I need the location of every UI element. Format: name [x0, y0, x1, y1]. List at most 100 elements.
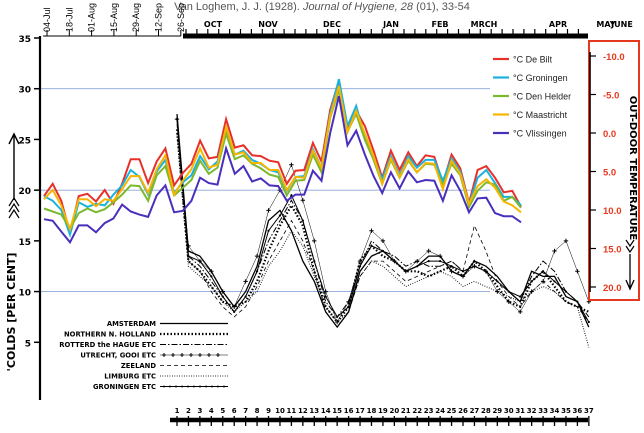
bottom-tick-label: 37 — [584, 407, 594, 415]
bottom-tick-label: 2 — [186, 407, 191, 415]
plus-marker — [198, 353, 202, 357]
chevrons-icon — [8, 196, 20, 219]
month-label: NOV — [258, 20, 278, 29]
gridlines — [40, 88, 490, 293]
bottom-tick-label: 28 — [481, 407, 491, 415]
dot-marker — [187, 254, 190, 258]
temperature-axis-title: OUT-DOOR TEMPERATURE — [627, 96, 638, 241]
up-arrow-icon — [8, 132, 20, 200]
bottom-tick-label: 5 — [220, 407, 225, 415]
top-tick-label: 01-Aug — [87, 3, 97, 32]
dot-marker — [439, 260, 442, 263]
top-tick-label: 26-Sep — [176, 3, 186, 32]
bottom-tick-label: 29 — [492, 407, 502, 415]
dot-marker — [416, 265, 419, 268]
dot-marker — [255, 270, 259, 273]
bottom-tick-label: 30 — [504, 407, 514, 415]
dot-marker — [301, 219, 304, 222]
bottom-tick-label: 13 — [309, 407, 319, 415]
dot-marker — [587, 320, 590, 324]
plus-marker — [506, 299, 511, 304]
top-tick-label: 12-Sep — [154, 3, 164, 32]
month-label: JAN — [382, 20, 399, 29]
dot-marker — [217, 385, 219, 388]
plus-marker — [243, 279, 248, 284]
temperature-axis-box — [588, 40, 640, 301]
dot-marker — [233, 310, 236, 313]
left-axis-title: 'COLDS [PER CENT] — [5, 253, 18, 372]
dot-marker — [198, 260, 201, 263]
dot-marker — [175, 118, 179, 121]
temperature-line-3 — [43, 85, 522, 233]
dot-marker — [381, 249, 385, 253]
dot-marker — [370, 244, 373, 248]
top-tick-label: 29-Aug — [131, 3, 141, 32]
colds-legend-label: UTRECHT, GOOI ETC — [80, 352, 156, 360]
plus-marker — [162, 353, 166, 357]
dot-marker — [564, 290, 568, 293]
bottom-tick-label: 35 — [561, 407, 571, 415]
plus-marker — [312, 238, 317, 244]
bottom-tick-label: 18 — [367, 407, 377, 415]
left-tick-label: 30 — [18, 86, 31, 96]
plus-marker — [216, 353, 220, 357]
dot-marker — [484, 270, 487, 273]
colds-legend-label: NORTHERN N. HOLLAND — [64, 331, 156, 339]
month-label: MAY — [596, 20, 615, 29]
colds-legend-label: AMSTERDAM — [107, 320, 156, 328]
dot-marker — [175, 385, 177, 388]
bottom-tick-label: 10 — [275, 407, 285, 415]
bottom-tick-label: 31 — [515, 407, 525, 415]
bottom-tick-label: 7 — [243, 407, 248, 415]
dot-marker — [199, 385, 201, 388]
bottom-tick-label: 26 — [458, 407, 468, 415]
down-arrow-icon — [625, 254, 635, 291]
top-tick-label: 18-Jul — [64, 7, 74, 32]
plus-marker — [563, 238, 569, 244]
plus-marker — [380, 238, 386, 244]
plus-marker — [518, 309, 523, 315]
bottom-tick-label: 24 — [435, 407, 445, 415]
left-tick-label: 5 — [25, 339, 31, 349]
temperature-tick-label: 15.0 — [603, 245, 622, 256]
dot-marker — [163, 385, 165, 388]
colds-legend-label: LIMBURG ETC — [104, 373, 156, 381]
dot-marker — [393, 260, 396, 263]
plus-marker — [437, 253, 443, 259]
month-label: DEC — [323, 20, 341, 29]
dot-marker — [290, 194, 293, 197]
plus-marker — [289, 162, 294, 167]
dot-marker — [404, 270, 407, 273]
left-tick-label: 15 — [18, 238, 31, 248]
plus-marker — [449, 269, 454, 274]
bottom-tick-label: 9 — [266, 407, 271, 415]
plus-marker — [357, 258, 363, 264]
bottom-tick-label: 15 — [332, 407, 342, 415]
dot-marker — [496, 280, 499, 283]
temperature-legend-label: °C Groningen — [513, 73, 568, 83]
dot-marker — [530, 280, 533, 283]
colds-legend-label: ZEELAND — [121, 362, 156, 370]
temperature-tick-label: 5.0 — [603, 168, 616, 179]
plus-marker — [415, 258, 420, 264]
bottom-tick-label: 20 — [389, 407, 399, 415]
month-label: APR — [549, 20, 567, 29]
dot-marker — [519, 295, 522, 298]
temperature-tick-label: 10.0 — [603, 206, 622, 217]
bottom-tick-label: 4 — [209, 407, 214, 415]
dot-marker — [461, 270, 465, 273]
plus-marker — [495, 289, 500, 294]
dot-marker — [205, 385, 207, 388]
dot-marker — [313, 260, 316, 263]
bottom-tick-label: 8 — [255, 407, 260, 415]
dot-marker — [450, 265, 453, 268]
bottom-tick-label: 34 — [550, 407, 560, 415]
dot-marker — [576, 300, 579, 303]
plus-marker — [426, 248, 431, 254]
dot-marker — [223, 385, 225, 388]
dot-marker — [169, 385, 171, 388]
left-tick-label: 20 — [18, 187, 31, 197]
dot-marker — [347, 305, 350, 308]
